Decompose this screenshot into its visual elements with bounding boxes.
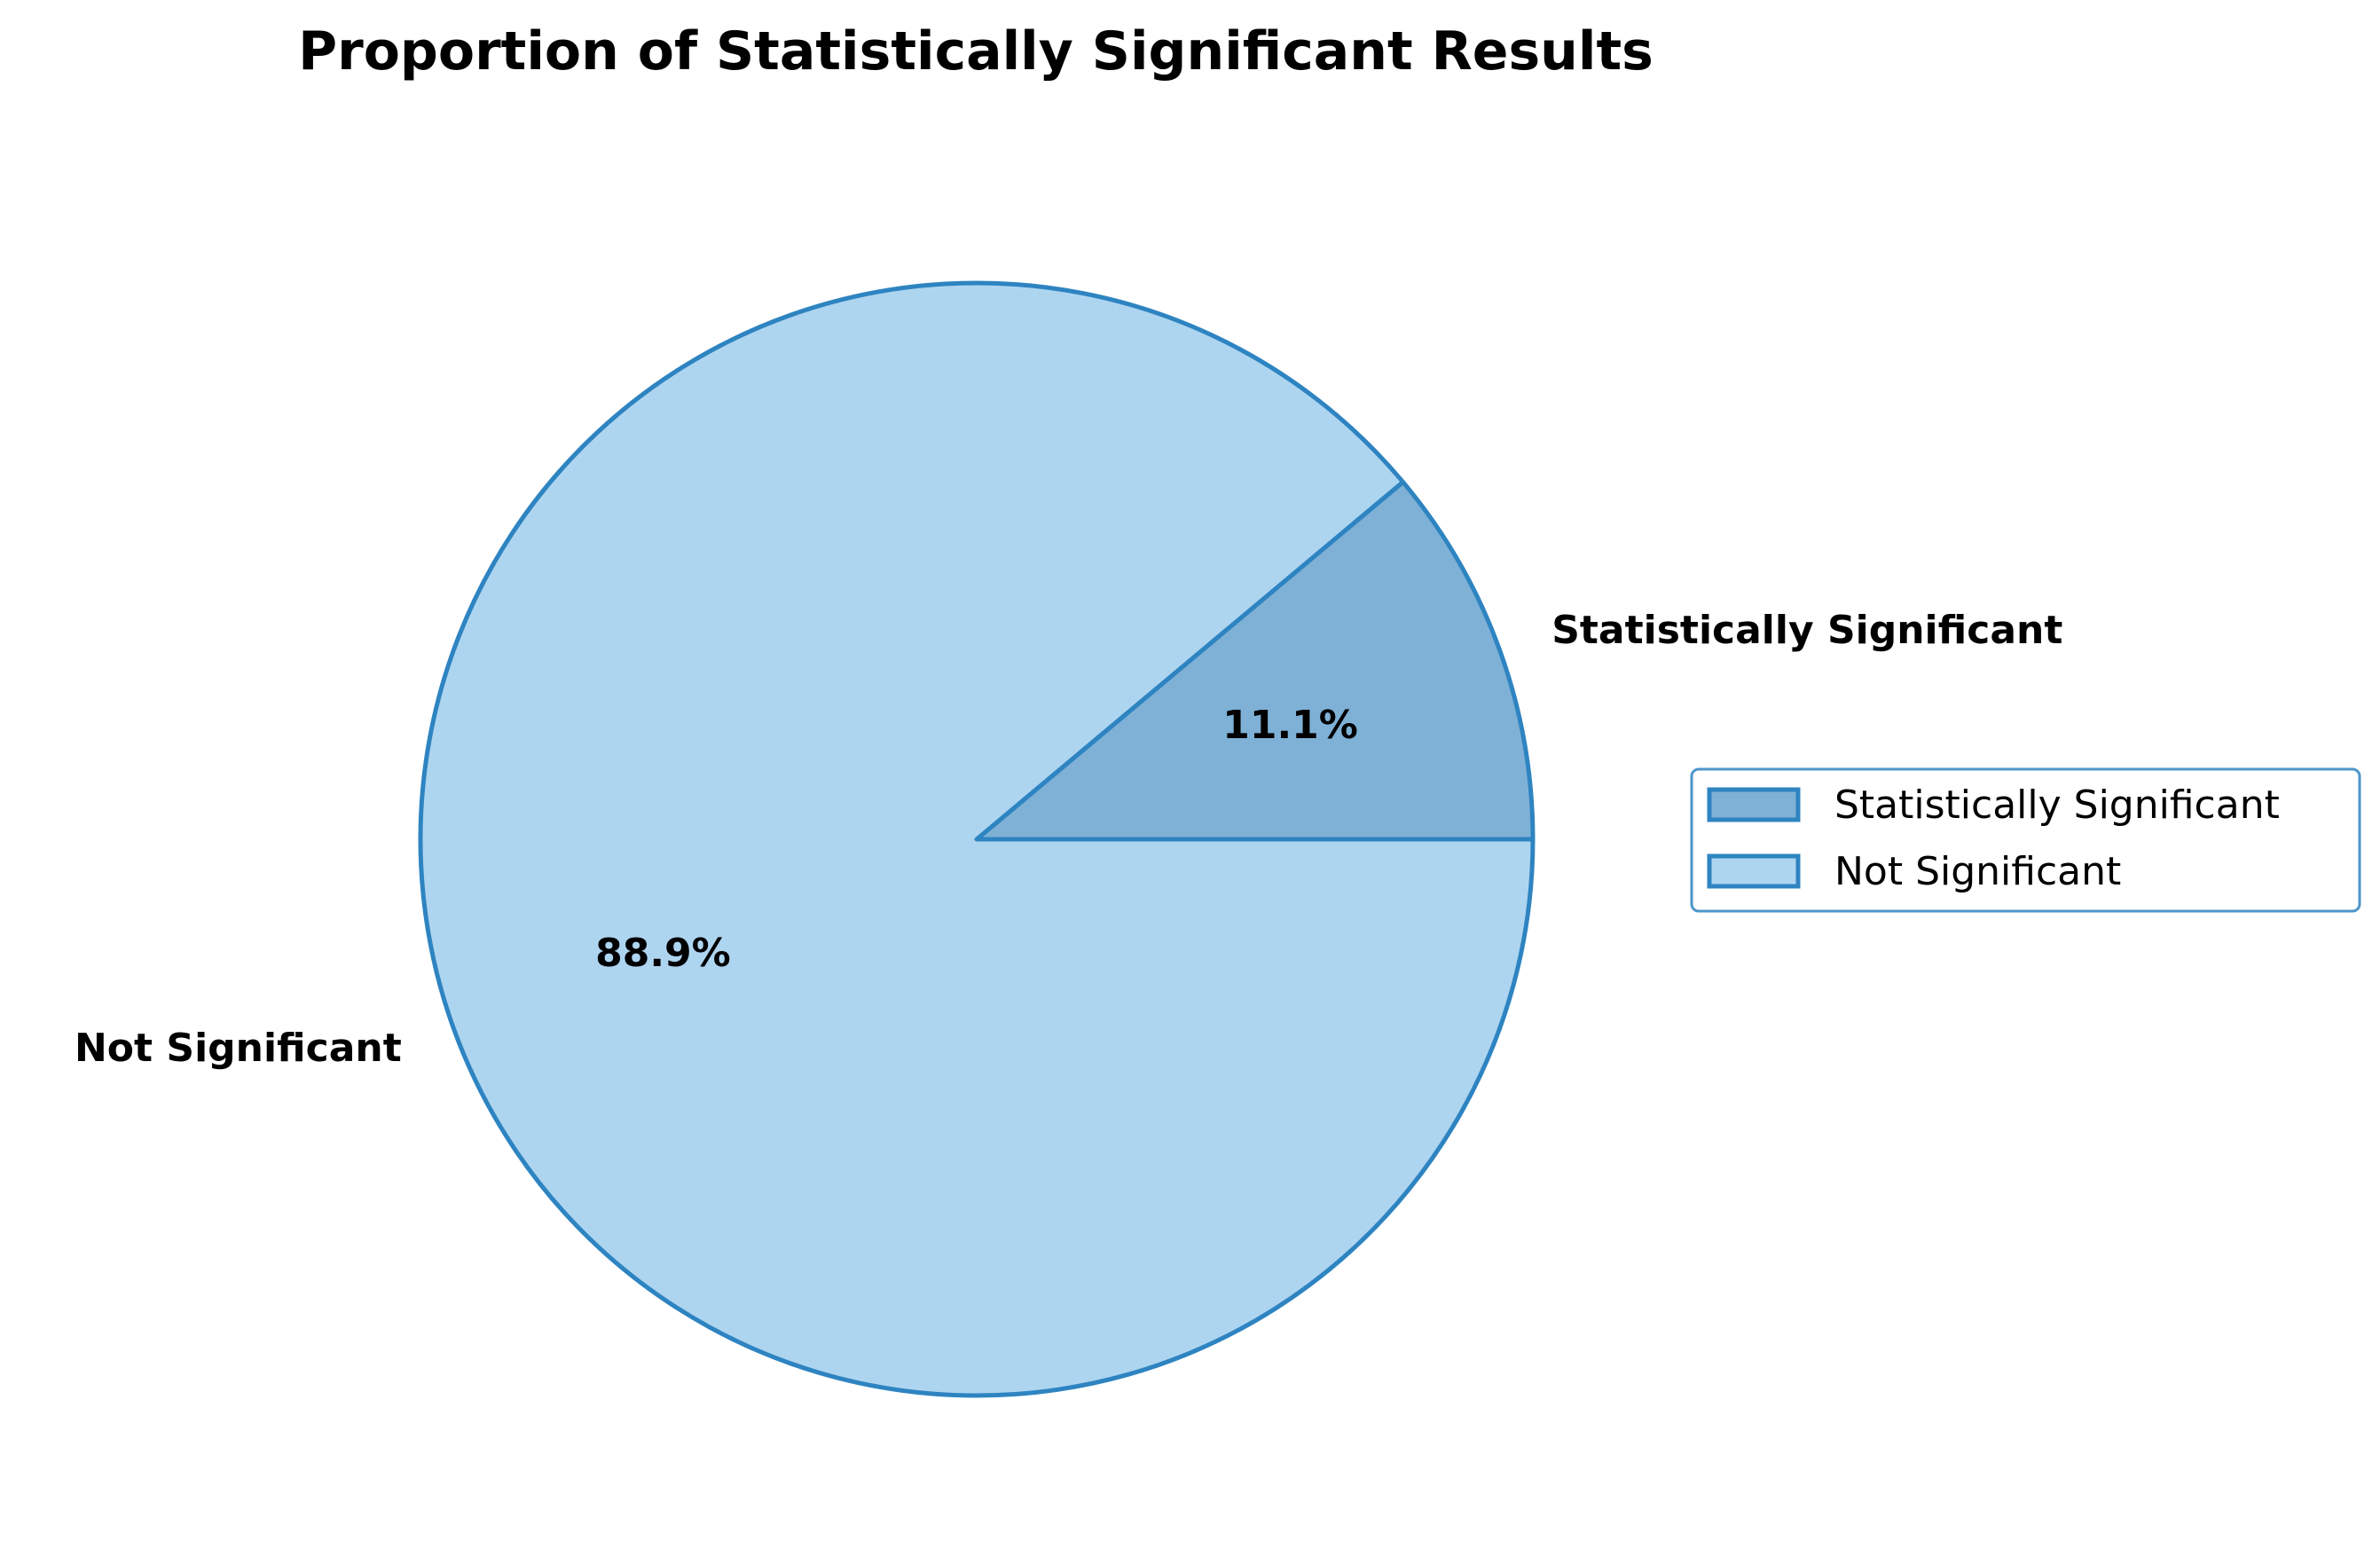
legend: Statistically Significant Not Significan… bbox=[1690, 767, 2361, 913]
percent-label-not-significant: 88.9% bbox=[595, 931, 731, 976]
chart-title: Proportion of Statistically Significant … bbox=[298, 20, 1653, 83]
pie-labels: Statistically Significant 11.1% Not Signif… bbox=[75, 608, 2062, 1071]
legend-swatch-statistically-significant bbox=[1707, 787, 1801, 822]
slice-label-not-significant: Not Significant bbox=[75, 1026, 402, 1071]
legend-frame bbox=[1690, 767, 2361, 913]
pie-slices bbox=[418, 280, 1536, 1398]
pie-slice-statistically-significant bbox=[974, 479, 1536, 842]
percent-label-statistically-significant: 11.1% bbox=[1222, 703, 1358, 748]
pie-slice-not-significant bbox=[418, 280, 1536, 1398]
slice-label-statistically-significant: Statistically Significant bbox=[1551, 608, 2062, 653]
legend-label-statistically-significant: Statistically Significant bbox=[1834, 782, 2280, 828]
legend-label-not-significant: Not Significant bbox=[1834, 849, 2121, 894]
legend-swatch-not-significant bbox=[1707, 853, 1801, 889]
